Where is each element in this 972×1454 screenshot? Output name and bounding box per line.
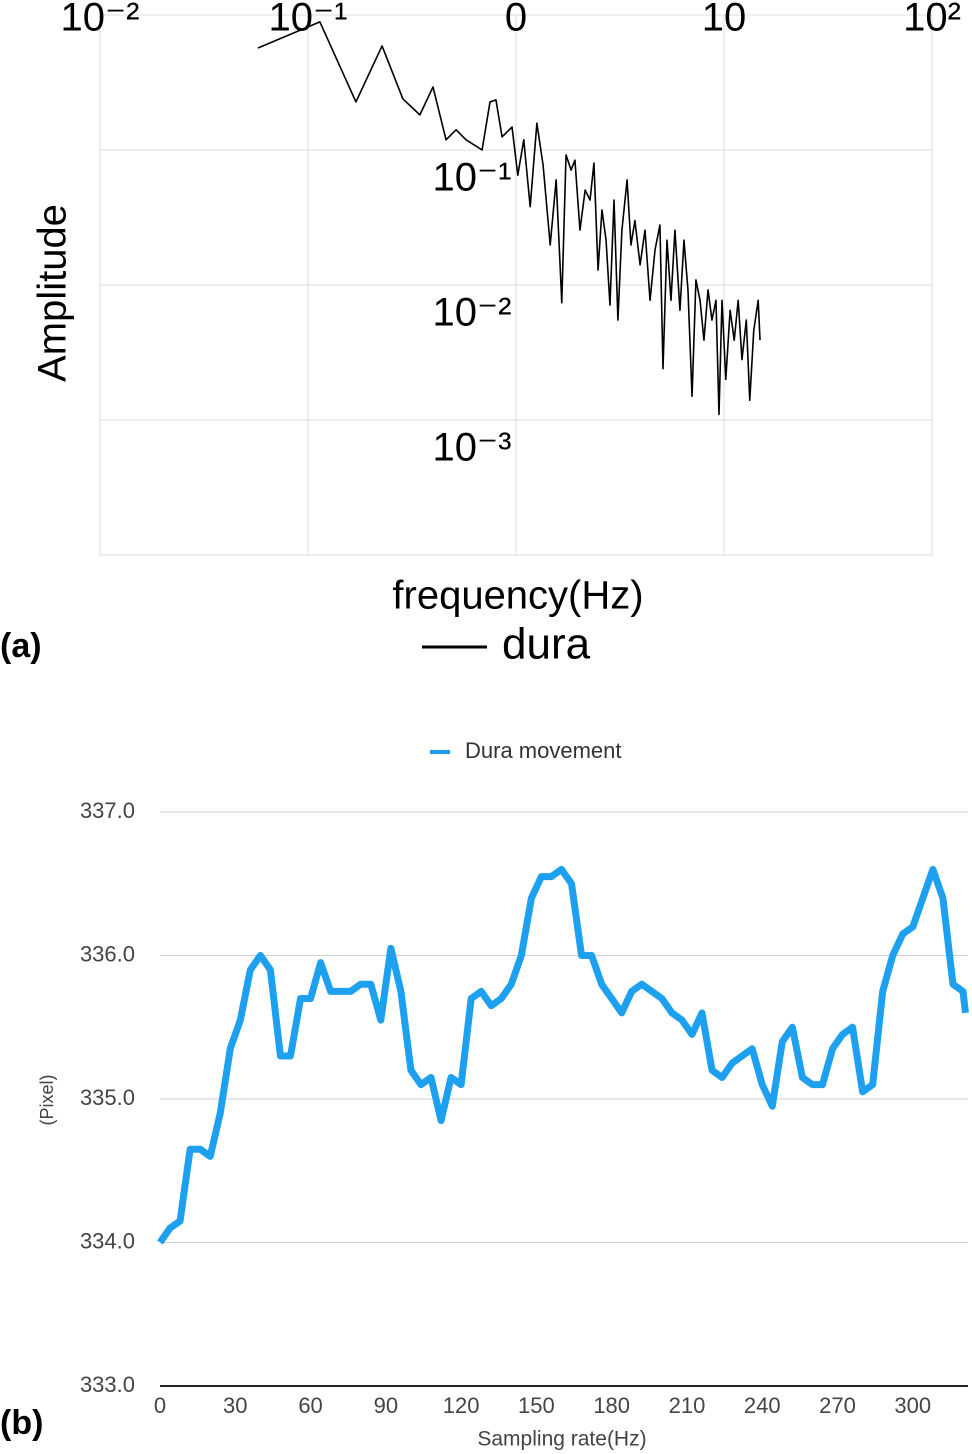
x-tick-label: 10² — [903, 0, 961, 40]
x-tick-label: 270 — [819, 1393, 856, 1418]
x-tick-label: 180 — [593, 1393, 630, 1418]
y-tick-label: 337.0 — [80, 798, 135, 823]
legend-label: Dura movement — [465, 738, 622, 763]
x-tick-label: 210 — [669, 1393, 706, 1418]
x-tick-label: 10 — [702, 0, 747, 40]
data-line — [157, 865, 969, 1245]
y-tick-label: 10⁻² — [433, 291, 512, 335]
panel-label: (a) — [0, 627, 42, 665]
x-tick-label: 10⁻¹ — [269, 0, 348, 40]
y-tick-label: 10⁻³ — [433, 426, 512, 470]
x-axis-title: Sampling rate(Hz) — [477, 1428, 646, 1451]
data-line — [257, 21, 761, 416]
x-tick-label: 120 — [443, 1393, 480, 1418]
x-tick-label: 0 — [154, 1393, 166, 1418]
x-tick-label: 0 — [505, 0, 527, 40]
x-tick-label: 240 — [744, 1393, 781, 1418]
panel-label: (b) — [0, 1404, 43, 1442]
y-tick-label: 336.0 — [80, 941, 135, 966]
x-tick-label: 10⁻² — [61, 0, 140, 40]
x-tick-label: 30 — [223, 1393, 247, 1418]
y-tick-label: 10⁻¹ — [433, 156, 512, 200]
x-tick-label: 150 — [518, 1393, 555, 1418]
x-tick-label: 60 — [298, 1393, 322, 1418]
x-tick-label: 90 — [374, 1393, 398, 1418]
x-axis-title: frequency(Hz) — [392, 574, 643, 618]
y-axis-title: Amplitude — [31, 204, 75, 382]
y-tick-label: 334.0 — [80, 1228, 135, 1253]
y-tick-label: 333.0 — [80, 1372, 135, 1397]
y-axis-title: (Pixel) — [37, 1074, 57, 1125]
legend-label: dura — [502, 620, 591, 669]
x-tick-label: 300 — [894, 1393, 931, 1418]
y-tick-label: 335.0 — [80, 1085, 135, 1110]
